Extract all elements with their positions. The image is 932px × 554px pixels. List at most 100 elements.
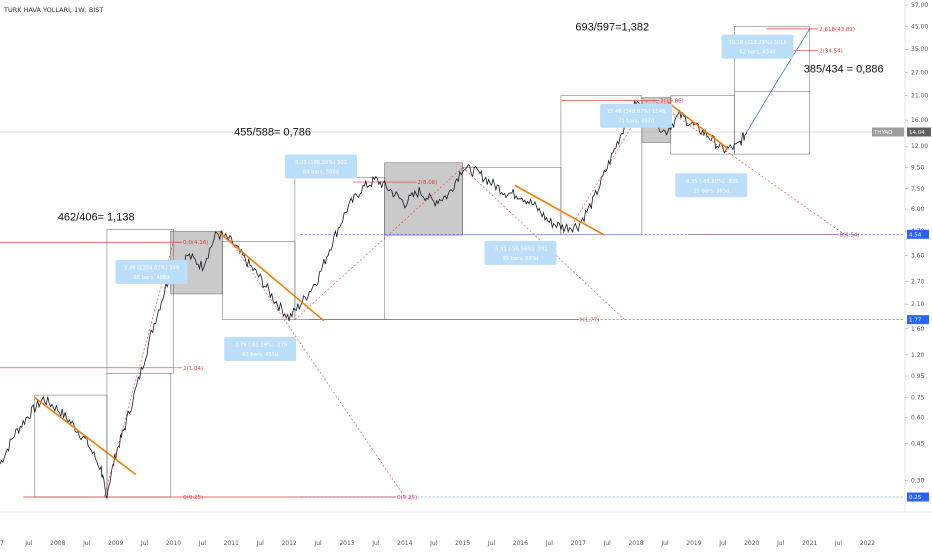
time-tick-label: 2016 [513, 540, 528, 547]
fib-level-label: 2.618(43.81) [819, 27, 855, 33]
time-tick-label: Jul [834, 540, 843, 547]
range-box [294, 177, 385, 320]
price-tick-label: 9.50 [911, 164, 925, 171]
fib-levels: 2.618(43.81) 2(34.54) 2(19.86) 2(8.08) 0.0(4… [0, 27, 905, 501]
time-tick-label: Jul [660, 540, 669, 547]
price-series [0, 28, 810, 500]
price-tick-label: 35.00 [911, 46, 928, 53]
chart-title: TURK HAVA YOLLARI, 1W, BIST [3, 6, 103, 14]
time-tick-label: 2017 [571, 540, 586, 547]
time-tick-label: 2009 [108, 540, 123, 547]
fib-level-label: 0(4.54) [839, 232, 859, 238]
time-tick-label: 07 [0, 540, 4, 547]
trend-line [219, 232, 325, 322]
time-tick-label: 2020 [744, 540, 759, 547]
range-label-box [721, 34, 794, 59]
fib-level-label: 2(1.04) [183, 366, 203, 372]
range-label-line2: 71 bars, 497d [618, 119, 654, 125]
time-tick-label: Jul [140, 540, 149, 547]
time-tick-label: 2014 [397, 540, 412, 547]
price-tick-label: 0.60 [911, 415, 925, 422]
fib-level-label: 0(1.77) [579, 318, 599, 324]
range-label-box [284, 154, 357, 179]
range-label-line2: 55 bars, 385d [693, 188, 729, 194]
range-label-line1: 30.18 (213.29%) 3018 [728, 40, 786, 46]
time-tick-label: Jul [487, 540, 496, 547]
time-tick-label: 2012 [281, 540, 296, 547]
current-price-badge-bg [907, 127, 931, 137]
level-badge: 0.25 [909, 495, 922, 501]
price-tick-label: 45.00 [911, 23, 928, 30]
price-tick-label: 12.00 [911, 143, 928, 150]
range-label-line1: -5.91 (-56.56%) -591 [493, 246, 547, 252]
range-box [222, 241, 296, 320]
range-label-line2: 99 bars, 693d [502, 256, 538, 262]
range-label-box [484, 240, 557, 265]
level-badge-bg [907, 315, 929, 325]
range-box [462, 167, 562, 235]
price-tick-label: 2.10 [911, 301, 925, 308]
time-tick-label: 2010 [166, 540, 181, 547]
range-label-box [675, 173, 748, 198]
range-label-line1: 3.03 (196.28%) 303 [295, 160, 347, 166]
projection-guide [225, 232, 406, 498]
projection-guide [103, 241, 174, 498]
level-badge-bg [907, 229, 929, 239]
price-tick-label: 0.95 [911, 373, 925, 380]
level-badge: 4.54 [909, 232, 922, 238]
time-axis-bg [0, 512, 932, 550]
fib-level-label: 0(0.25) [183, 495, 203, 501]
time-tick-label: Jul [371, 540, 380, 547]
trend-lines [34, 99, 845, 498]
range-label-box [224, 337, 297, 362]
range-label-line2: 65 bars, 455d [242, 352, 278, 358]
ratio-annotations: 462/406= 1,138 455/588= 0,786 693/597=1,38… [58, 22, 884, 224]
time-tick-label: Jul [603, 540, 612, 547]
time-tick-label: 2015 [455, 540, 470, 547]
price-tick-label: 0.75 [911, 394, 925, 401]
range-box [34, 394, 108, 498]
price-axis-bg [905, 0, 932, 550]
time-tick-label: 2011 [224, 540, 239, 547]
range-label-line1: -8.35 (-45.80%) -835 [684, 179, 738, 185]
fib-level-label: 2(34.54) [819, 48, 843, 54]
time-tick-label: 2008 [50, 540, 65, 547]
time-tick-label: Jul [718, 540, 727, 547]
ratio-annotation: 693/597=1,382 [575, 22, 649, 34]
ratio-annotation: 455/588= 0,786 [234, 127, 311, 139]
time-tick-label: 2021 [802, 540, 817, 547]
level-badge-bg [907, 492, 929, 502]
projection-guide [462, 167, 625, 320]
range-label-line2: 58 bars, 406d [133, 275, 169, 281]
range-label-line1: -2.79 (-61.19%) -279 [233, 343, 287, 349]
price-line [0, 100, 748, 500]
time-tick-label: 2013 [339, 540, 354, 547]
current-price-badge: 14.04 [909, 130, 925, 136]
trend-line [514, 184, 605, 236]
time-tick-label: Jul [313, 540, 322, 547]
range-label-line2: 62 bars, 434d [740, 50, 776, 56]
price-tick-label: 0.30 [911, 477, 925, 484]
time-tick-label: Jul [256, 540, 265, 547]
level-badge: 1.77 [909, 318, 922, 324]
price-tick-label: 16.00 [911, 117, 928, 124]
range-labels: 3.49 (1384.82%) 349 58 bars, 406d 3.03 (19… [30, 34, 794, 531]
range-label-box [115, 259, 188, 284]
time-axis[interactable]: 07 Jul 2008 Jul 2009 Jul 2010 Jul 2011 Jul 2012 Jul… [0, 511, 932, 550]
price-tick-label: 21.00 [911, 93, 928, 100]
ratio-annotation: 462/406= 1,138 [58, 211, 135, 223]
price-tick-label: 7.50 [911, 186, 925, 193]
range-box [106, 372, 171, 498]
price-tick-label: 3.60 [911, 252, 925, 259]
time-tick-label: 2018 [628, 540, 643, 547]
range-box [106, 229, 174, 374]
price-tick-label: 6.00 [911, 206, 925, 213]
price-axis[interactable]: 57.00 45.00 35.00 27.00 21.00 16.00 12.00 9.50 7… [872, 0, 932, 550]
time-tick-label: Jul [545, 540, 554, 547]
range-label-line2: 84 bars, 588d [303, 169, 339, 175]
trend-line [34, 396, 137, 476]
time-tick-label: 2022 [860, 540, 875, 547]
price-tick-label: 1.20 [911, 352, 925, 359]
